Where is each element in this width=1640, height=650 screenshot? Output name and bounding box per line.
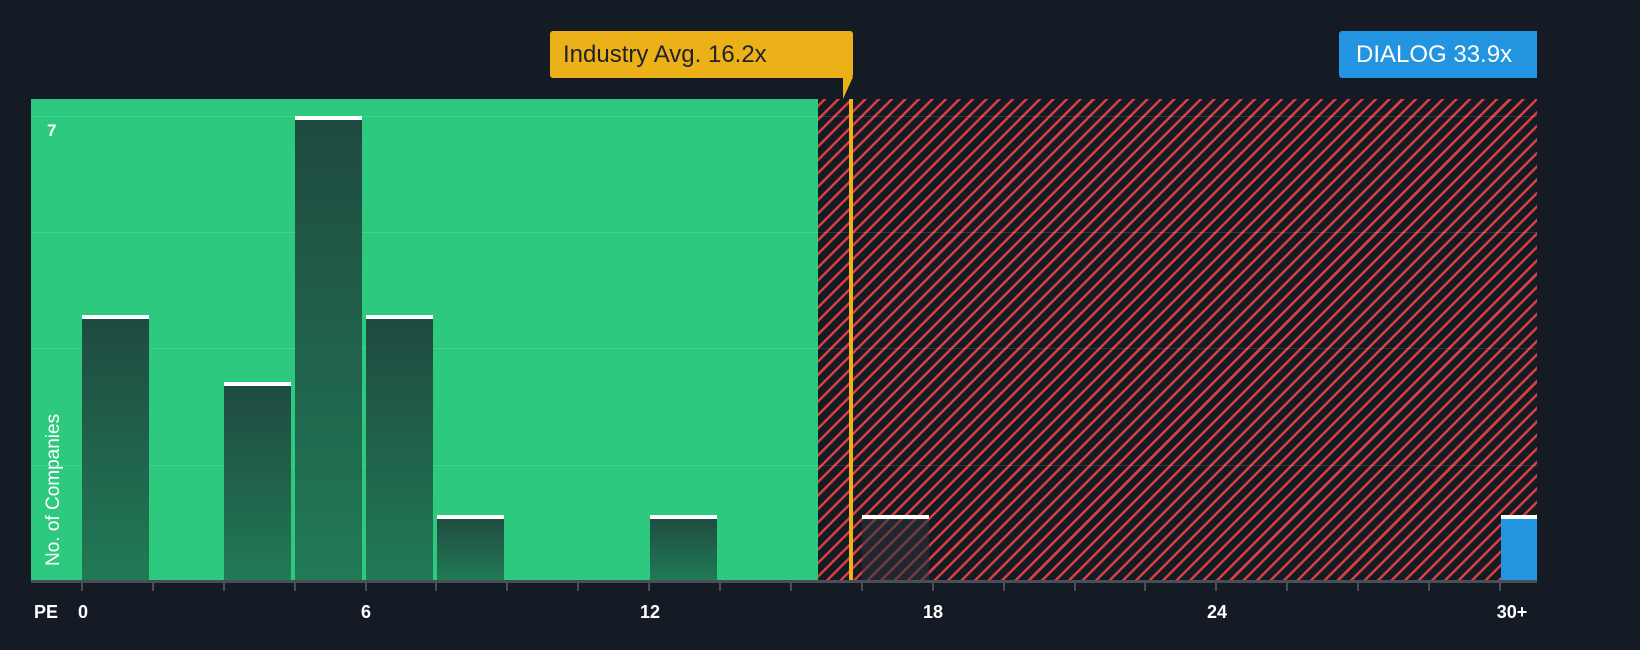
x-tick-label-6: 6 [360,602,372,622]
x-tick [223,583,225,591]
x-tick [152,583,154,591]
bar-bin-6[interactable] [366,315,433,581]
bar-cap [1501,515,1537,519]
y-axis-title: No. of Companies [43,413,64,566]
x-tick-label-30-plus: 30+ [1496,602,1528,622]
overvalued-zone [818,99,1537,581]
x-tick [1215,583,1217,591]
x-tick [435,583,437,591]
bar-cap [295,116,362,120]
bar-bin-12[interactable] [650,515,717,581]
bar-cap [82,315,149,319]
x-axis-title: PE [34,602,59,622]
bar-bin-0[interactable] [82,315,149,581]
x-tick [365,583,367,591]
x-tick [1074,583,1076,591]
bar-cap [366,315,433,319]
x-tick [294,583,296,591]
bar-bin-16-5[interactable] [862,515,929,581]
bar-bin-3[interactable] [224,382,291,581]
x-axis-line [31,580,1537,583]
bar-cap [650,515,717,519]
y-tick-max: 7 [47,121,57,140]
company-pe-badge: DIALOG 33.9x [1339,31,1537,78]
x-tick [790,583,792,591]
x-tick [1144,583,1146,591]
x-tick [1357,583,1359,591]
x-tick [577,583,579,591]
x-tick [81,583,83,591]
x-tick [1286,583,1288,591]
bar-bin-7-5[interactable] [437,515,504,581]
gridline [31,232,1537,233]
industry-avg-badge: Industry Avg. 16.2x [550,31,853,78]
x-tick-label-12: 12 [639,602,661,622]
bar-bin-4-5[interactable] [295,116,362,581]
company-bar[interactable] [1501,515,1537,581]
bar-cap [224,382,291,386]
chart-plot-area: 7 No. of Companies [31,99,1537,581]
x-tick [1003,583,1005,591]
x-tick [719,583,721,591]
bar-cap [437,515,504,519]
industry-avg-pointer-icon [843,77,853,99]
industry-avg-line [849,99,853,581]
x-tick [861,583,863,591]
bar-cap [862,515,929,519]
x-tick [506,583,508,591]
x-tick [932,583,934,591]
gridline [31,348,1537,349]
x-tick [1499,583,1501,591]
x-tick-label-24: 24 [1206,602,1228,622]
gridline [31,116,1537,117]
x-tick [1428,583,1430,591]
gridline [31,465,1537,466]
x-tick-label-18: 18 [922,602,944,622]
x-tick-label-0: 0 [77,602,89,622]
x-tick [648,583,650,591]
